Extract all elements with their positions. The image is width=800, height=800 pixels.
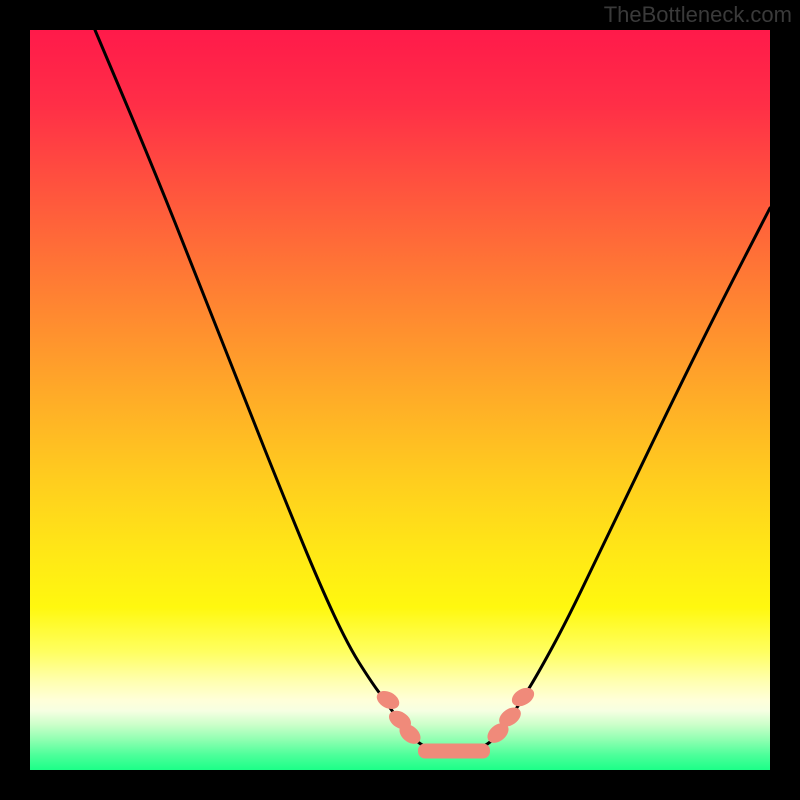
watermark-text: TheBottleneck.com [604, 2, 792, 28]
plot-area [30, 30, 770, 770]
marker-ellipse [509, 684, 538, 710]
marker-bottom-bar [418, 744, 490, 759]
bottleneck-curve [95, 30, 770, 752]
curve-layer [30, 30, 770, 770]
marker-group [374, 684, 538, 758]
